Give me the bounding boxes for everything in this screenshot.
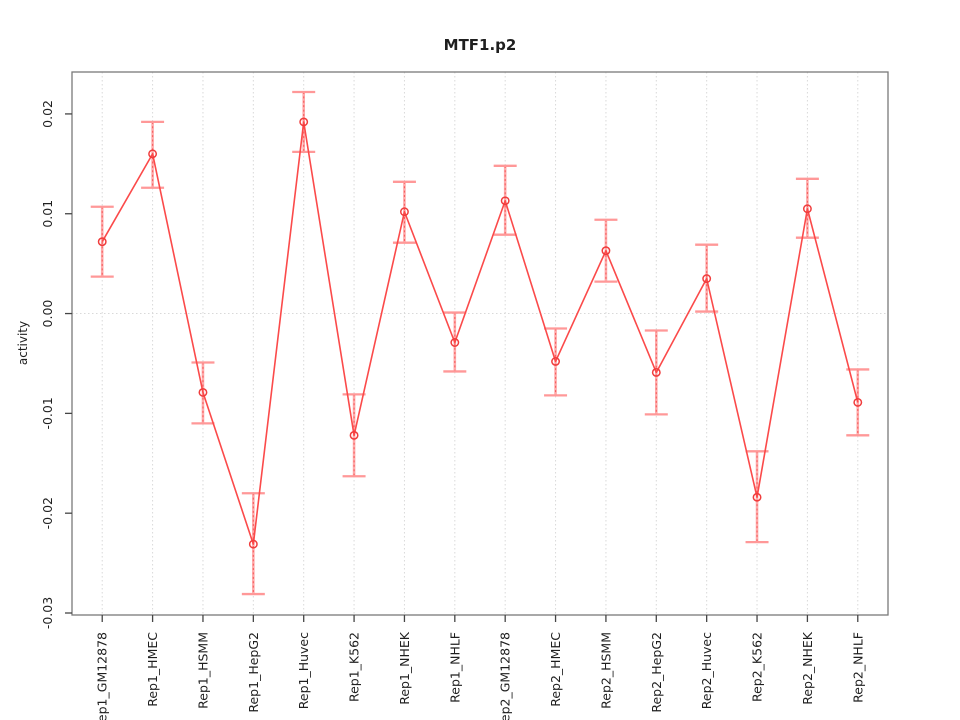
- x-tick-label: Rep1_Huvec: [296, 632, 311, 709]
- x-tick-label: Rep2_Huvec: [699, 632, 714, 709]
- data-point-marker: [551, 357, 561, 366]
- data-point-marker: [651, 367, 661, 377]
- y-tick-label: 0.01: [40, 200, 55, 228]
- y-tick-label: -0.02: [40, 497, 55, 529]
- y-axis-title: activity: [16, 321, 30, 365]
- x-tick-label: Rep1_NHLF: [447, 632, 462, 703]
- data-point-marker: [198, 387, 208, 397]
- x-tick-label: Rep2_NHLF: [850, 632, 865, 703]
- data-point-marker: [97, 237, 107, 247]
- series-line: [101, 121, 859, 545]
- data-point-marker: [500, 196, 510, 206]
- x-tick-label: Rep2_HepG2: [649, 632, 664, 713]
- plot-box: [71, 71, 889, 616]
- data-point-marker: [802, 204, 812, 214]
- x-tick-label: Rep1_K562: [347, 632, 362, 702]
- x-tick-label: Rep1_GM12878: [95, 632, 110, 720]
- data-point-marker: [702, 274, 712, 284]
- data-point-marker: [248, 539, 258, 549]
- x-tick-label: Rep2_HMEC: [548, 632, 563, 707]
- y-tick-label: 0.00: [40, 300, 55, 328]
- chart-title: MTF1.p2: [444, 36, 517, 54]
- data-point-marker: [752, 492, 762, 502]
- x-tick-label: Rep1_NHEK: [397, 631, 412, 705]
- y-tick-label: -0.01: [40, 397, 55, 429]
- data-point-marker: [853, 397, 863, 407]
- x-tick-label: Rep2_GM12878: [498, 632, 513, 720]
- data-point-marker: [299, 117, 309, 127]
- data-point-marker: [349, 430, 359, 440]
- x-tick-label: Rep1_HMEC: [145, 632, 160, 707]
- data-point-marker: [148, 149, 158, 159]
- y-tick-label: 0.02: [40, 100, 55, 128]
- x-tick-label: Rep2_HSMM: [598, 632, 613, 709]
- x-tick-label: Rep2_K562: [750, 632, 765, 702]
- data-point-marker: [399, 207, 409, 217]
- plot-area: -0.03 -0.02 -0.01 0.00 0.01 0.02 Rep1_GM12878 R…: [40, 71, 889, 720]
- data-point-marker: [601, 246, 611, 256]
- x-tick-label: Rep1_HepG2: [246, 632, 261, 713]
- data-point-marker: [450, 338, 460, 347]
- x-tick-label: Rep1_HSMM: [195, 632, 210, 709]
- x-tick-label: Rep2_NHEK: [800, 631, 815, 705]
- y-tick-label: -0.03: [40, 597, 55, 629]
